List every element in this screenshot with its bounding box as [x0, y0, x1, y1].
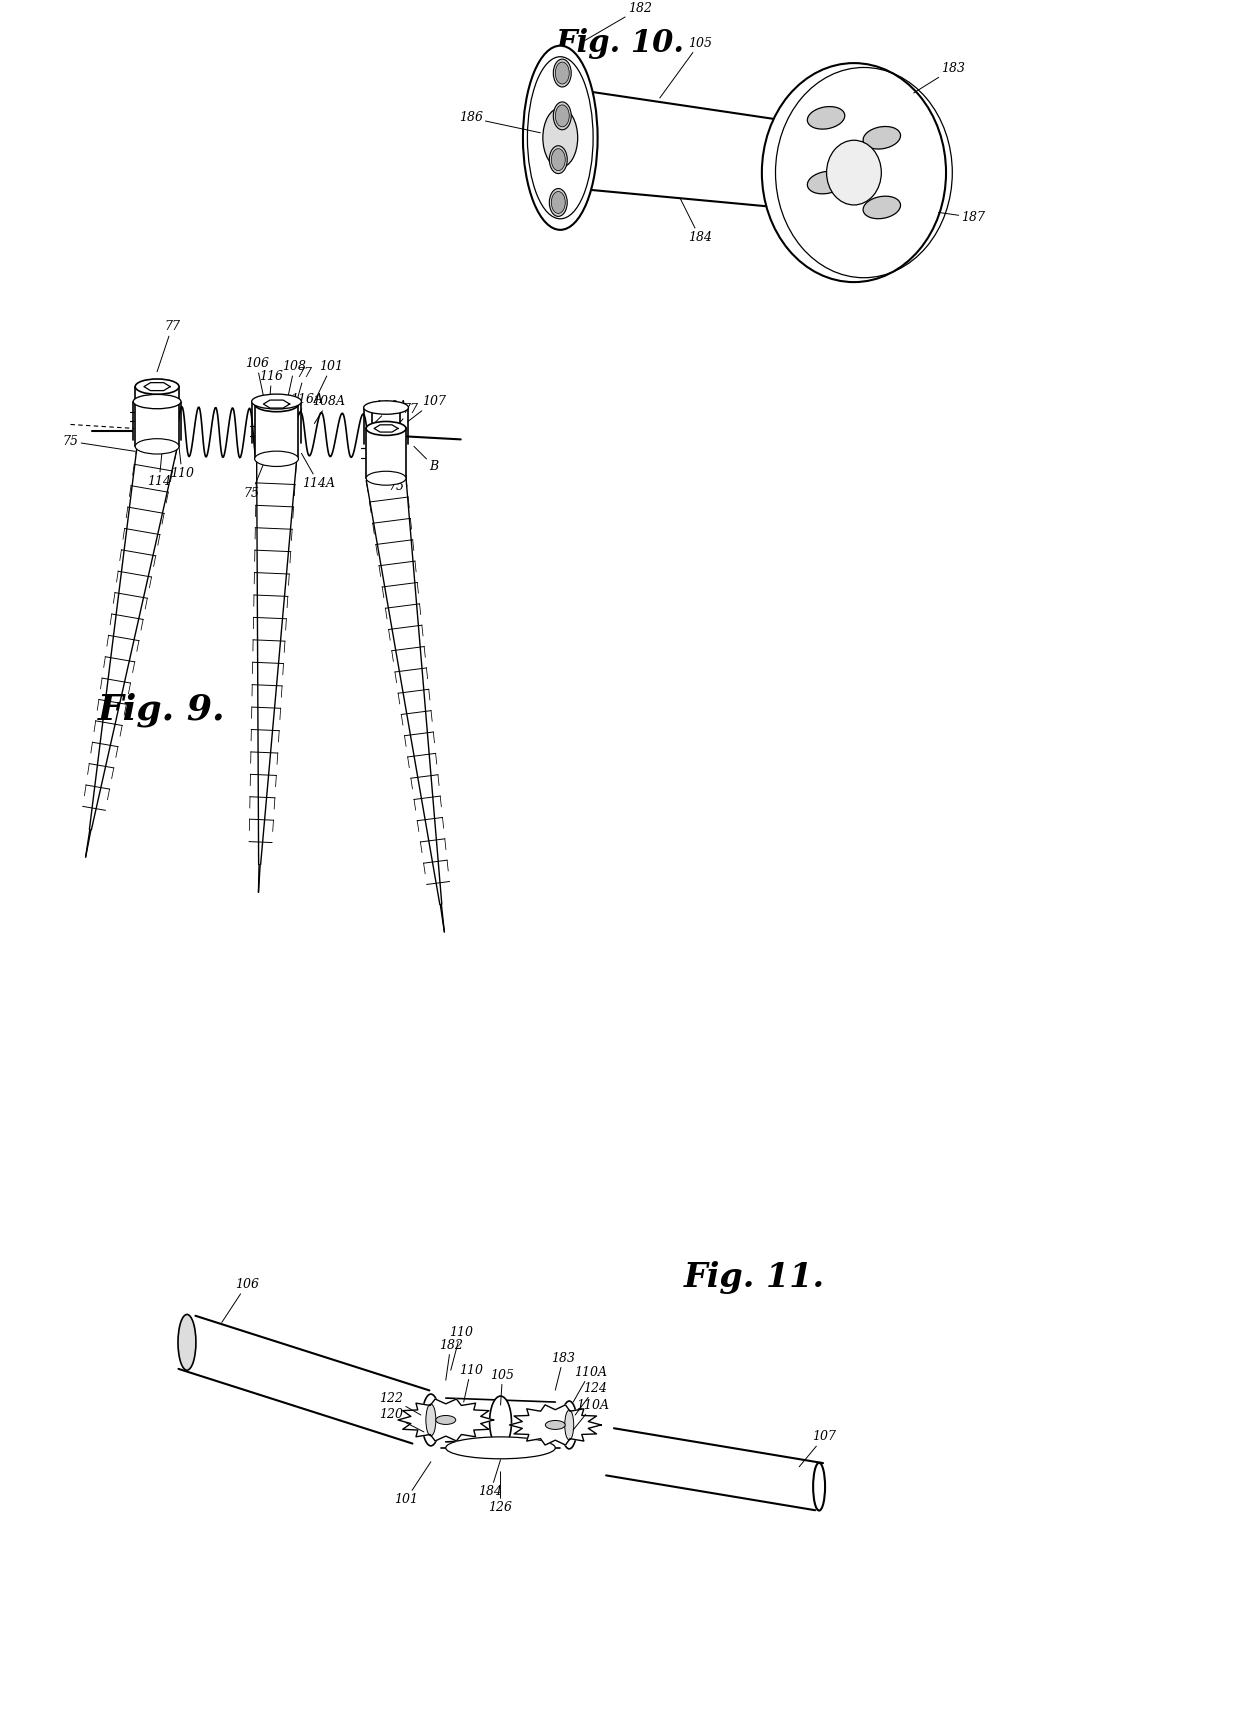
Ellipse shape	[564, 1410, 574, 1440]
Text: 110A: 110A	[573, 1398, 610, 1429]
Text: 124: 124	[575, 1381, 608, 1415]
Ellipse shape	[813, 1462, 825, 1510]
Ellipse shape	[863, 126, 900, 150]
Ellipse shape	[422, 1395, 440, 1446]
Polygon shape	[398, 1398, 494, 1441]
Ellipse shape	[366, 472, 405, 486]
Bar	[254, 405, 299, 458]
Ellipse shape	[523, 46, 598, 229]
Text: Fig. 10.: Fig. 10.	[556, 28, 684, 59]
Text: 75: 75	[62, 436, 135, 451]
Ellipse shape	[827, 139, 882, 205]
Ellipse shape	[549, 146, 567, 174]
Text: 110: 110	[170, 446, 193, 480]
Ellipse shape	[425, 1403, 435, 1436]
Ellipse shape	[366, 422, 405, 436]
Text: B: B	[414, 446, 439, 474]
Text: 106: 106	[244, 356, 269, 401]
Ellipse shape	[556, 105, 569, 127]
Ellipse shape	[135, 439, 179, 455]
Text: 183: 183	[552, 1352, 575, 1390]
Text: 101: 101	[315, 360, 343, 401]
Text: 110A: 110A	[371, 400, 408, 427]
Ellipse shape	[553, 59, 572, 88]
Text: 126: 126	[489, 1472, 512, 1514]
Text: 183: 183	[914, 62, 966, 93]
Text: 108A: 108A	[311, 394, 345, 424]
Text: 108: 108	[283, 360, 306, 403]
Text: Fig. 9.: Fig. 9.	[98, 692, 224, 727]
Ellipse shape	[552, 148, 565, 170]
Text: 107: 107	[800, 1431, 836, 1467]
Text: 122: 122	[379, 1391, 420, 1415]
Ellipse shape	[490, 1397, 511, 1448]
Text: 114: 114	[148, 451, 171, 487]
Text: 77: 77	[294, 367, 312, 410]
Text: 182: 182	[439, 1338, 463, 1379]
Text: 182: 182	[580, 2, 652, 43]
Ellipse shape	[435, 1415, 456, 1424]
Ellipse shape	[546, 1421, 565, 1429]
Bar	[366, 429, 405, 479]
Ellipse shape	[543, 108, 578, 167]
Text: 101: 101	[394, 1462, 430, 1507]
Text: 184: 184	[479, 1460, 502, 1498]
Text: 116: 116	[259, 370, 284, 413]
Ellipse shape	[446, 1436, 556, 1459]
Text: 75: 75	[388, 456, 404, 492]
Text: 105: 105	[491, 1369, 515, 1405]
Ellipse shape	[807, 170, 844, 195]
Text: 110: 110	[459, 1364, 482, 1402]
Text: 105: 105	[660, 36, 712, 98]
Text: 120: 120	[379, 1409, 424, 1433]
Ellipse shape	[562, 1402, 577, 1448]
Polygon shape	[510, 1405, 601, 1445]
Text: 77: 77	[157, 320, 180, 372]
Text: 114A: 114A	[301, 453, 335, 489]
Ellipse shape	[179, 1314, 196, 1371]
Ellipse shape	[254, 451, 299, 467]
Text: 116A: 116A	[290, 393, 322, 424]
Ellipse shape	[252, 394, 301, 410]
Ellipse shape	[133, 394, 181, 408]
Text: Fig. 11.: Fig. 11.	[683, 1261, 825, 1295]
Ellipse shape	[135, 379, 179, 394]
Text: 186: 186	[459, 112, 541, 133]
Text: 75: 75	[244, 461, 264, 499]
Ellipse shape	[254, 396, 299, 412]
Text: 184: 184	[680, 198, 712, 245]
Ellipse shape	[863, 196, 900, 219]
Text: 110: 110	[449, 1326, 472, 1371]
Text: 77: 77	[394, 403, 419, 429]
Ellipse shape	[549, 188, 567, 217]
Ellipse shape	[363, 401, 408, 415]
Ellipse shape	[761, 64, 946, 282]
Text: 187: 187	[939, 210, 986, 224]
Ellipse shape	[556, 62, 569, 84]
Text: 110A: 110A	[573, 1366, 606, 1402]
Text: 107: 107	[408, 394, 446, 422]
Ellipse shape	[807, 107, 844, 129]
Ellipse shape	[553, 102, 572, 129]
Bar	[135, 387, 179, 446]
Text: 106: 106	[222, 1278, 259, 1322]
Ellipse shape	[552, 191, 565, 214]
